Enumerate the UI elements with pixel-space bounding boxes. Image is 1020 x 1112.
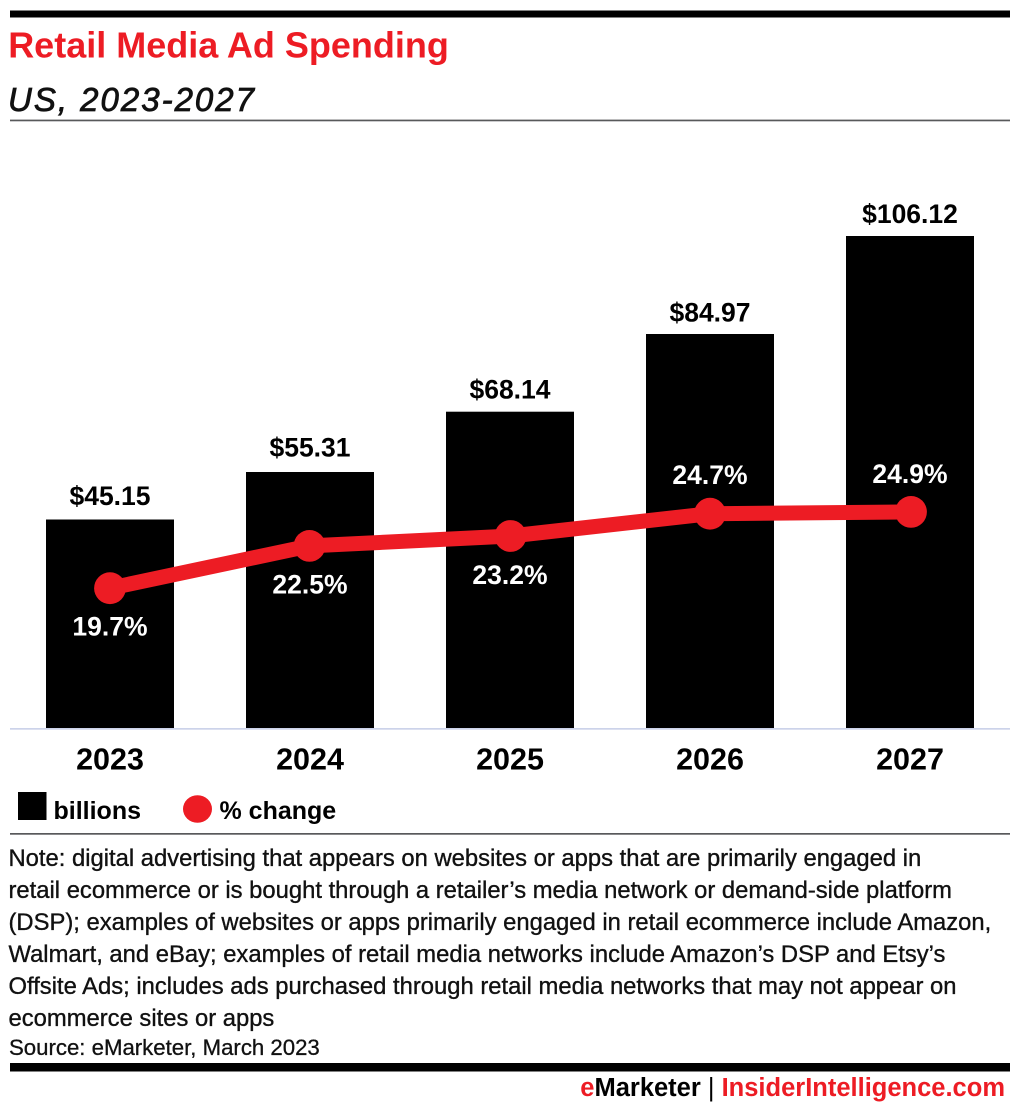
svg-text:22.5%: 22.5% <box>272 570 347 600</box>
svg-text:$84.97: $84.97 <box>669 298 750 328</box>
svg-text:$68.14: $68.14 <box>469 375 550 405</box>
svg-text:eMarketer | InsiderIntelligenc: eMarketer | InsiderIntelligence.com <box>580 1074 1005 1102</box>
svg-text:billions: billions <box>54 797 142 825</box>
svg-text:retail ecommerce or is bought: retail ecommerce or is bought through a … <box>9 877 953 904</box>
svg-text:% change: % change <box>220 797 337 825</box>
svg-text:2026: 2026 <box>676 743 744 777</box>
svg-text:Source: eMarketer, March 2023: Source: eMarketer, March 2023 <box>9 1035 320 1060</box>
svg-text:19.7%: 19.7% <box>72 612 147 642</box>
svg-text:(DSP); examples of websites or: (DSP); examples of websites or apps prim… <box>9 909 992 936</box>
svg-text:$106.12: $106.12 <box>862 199 958 229</box>
svg-text:$45.15: $45.15 <box>69 481 150 511</box>
svg-text:Walmart, and eBay; examples of: Walmart, and eBay; examples of retail me… <box>9 941 946 968</box>
svg-text:24.7%: 24.7% <box>672 460 747 490</box>
svg-text:ecommerce sites or apps: ecommerce sites or apps <box>9 1005 275 1032</box>
svg-text:2023: 2023 <box>76 743 144 777</box>
svg-text:Retail Media Ad Spending: Retail Media Ad Spending <box>8 25 449 66</box>
svg-text:Offsite Ads; includes ads purc: Offsite Ads; includes ads purchased thro… <box>9 973 957 1000</box>
svg-text:2024: 2024 <box>276 743 344 777</box>
svg-text:US, 2023-2027: US, 2023-2027 <box>8 81 256 118</box>
svg-text:Note: digital advertising that: Note: digital advertising that appears o… <box>9 845 922 872</box>
svg-text:2025: 2025 <box>476 743 544 777</box>
svg-text:23.2%: 23.2% <box>472 560 547 590</box>
svg-text:24.9%: 24.9% <box>872 459 947 489</box>
svg-text:2027: 2027 <box>876 743 944 777</box>
svg-text:$55.31: $55.31 <box>269 433 350 463</box>
